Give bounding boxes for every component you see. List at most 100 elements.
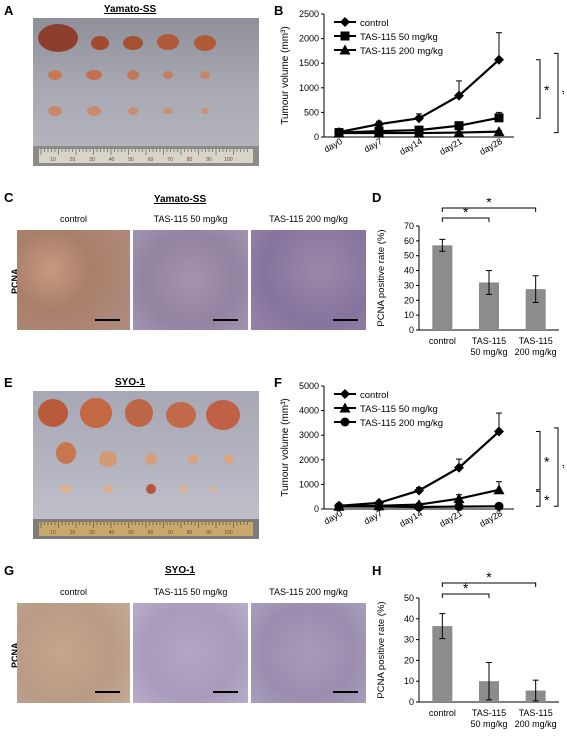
chart-F-y-tick-label: 0 [314,504,319,514]
chart-F-x-tick-label: day28 [478,508,504,529]
chart-B-x-tick-label: day14 [398,136,424,157]
panel-e-tumours: 10 20 30 40 50 60 70 80 90 100 [33,398,259,539]
chart-D-category-label-1: TAS-115 [472,336,506,346]
panel-e-ruler-number: 90 [206,530,212,536]
chart-D-y-tick-label: 60 [404,236,414,246]
chart-D-bar-2 [525,289,546,330]
chart-D-y-axis-label: PCNA positive rate (%) [376,229,387,326]
panel-a-ruler-number: 90 [206,157,212,163]
chart-B-legend-marker-0 [340,17,350,27]
chart-B-y-tick-label: 1500 [299,58,319,68]
chart-F-series-0-point [414,485,424,496]
panel-e-tumour-photo: 10 20 30 40 50 60 70 80 90 100 [33,391,259,539]
chart-B-series-2-point [453,127,465,138]
chart-D-y-tick-label: 30 [404,280,414,290]
chart-D-sig-line-1-star: * [463,204,469,220]
chart-H-sig-line-1 [441,593,490,598]
chart-D-sig-line-1 [441,217,490,222]
panel-a-ruler-number: 30 [89,157,95,163]
chart-B-y-tick-label: 2000 [299,34,319,44]
panel-a-ruler-number: 10 [50,157,56,163]
chart-H-y-tick-label: 10 [404,676,414,686]
chart-F-sig-bracket-2-star: * [562,460,564,476]
chart-D-category-label-0: control [429,336,456,346]
panel-e-ruler-number: 70 [167,530,173,536]
panel-e-ruler [39,522,253,536]
chart-B-series-2-point [413,127,425,138]
chart-F-legend-marker-1 [339,402,351,413]
panel-g-col-control: control [59,587,87,597]
chart-H-category-label-2: TAS-115 [519,708,553,718]
panel-letter-f: F [274,375,282,390]
panel-letter-g: G [4,563,15,578]
panel-c-col-50: TAS-115 50 mg/kg [153,214,228,224]
chart-F-x-tick-label: day7 [362,508,384,526]
chart-B-series-2-point [493,126,505,137]
chart-D-y-tick-label: 20 [404,295,414,305]
chart-B-y-tick-label: 0 [314,132,319,142]
chart-H-category-label-2: 200 mg/kg [515,719,557,729]
chart-F-series-2-point [374,502,384,512]
panel-g-col-50: TAS-115 50 mg/kg [153,587,228,597]
chart-H-y-tick-label: 20 [404,655,414,665]
panel-g-title: SYO-1 [164,565,195,576]
chart-H-sig-line-2 [441,582,537,587]
panel-letter-a: A [4,3,14,18]
chart-F-y-tick-label: 2000 [299,455,319,465]
panel-e-ruler-number: 40 [109,530,115,536]
panel-a-tumours: 10 20 30 40 50 60 70 80 90 100 [33,24,259,166]
chart-d-pcna-yamato: 0 10 20 30 40 50 60 70 PCNA positive rate (%) con… [376,198,559,357]
chart-H-sig-line-2-star: * [486,570,492,585]
chart-D-bar-0 [432,245,453,330]
chart-H-y-tick-label: 0 [409,697,414,707]
chart-F-x-tick-label: day21 [438,508,464,529]
chart-D-y-tick-label: 40 [404,266,414,276]
chart-B-series-2-point [333,127,345,138]
panel-e-ruler-number: 30 [89,530,95,536]
chart-F-series-2-point [494,501,504,511]
chart-D-category-label-2: TAS-115 [519,336,553,346]
chart-H-bar-0 [432,626,453,702]
chart-D-sig-line-2 [441,207,537,212]
panel-a-ruler-number: 20 [70,157,76,163]
chart-H-category-label-0: control [429,708,456,718]
chart-F-series-2-point [334,502,344,512]
chart-F-series-1-point [453,493,465,504]
chart-F-legend-label-1: TAS-115 50 mg/kg [360,404,438,415]
panel-e-ruler-number: 10 [50,530,56,536]
chart-D-y-tick-label: 70 [404,221,414,231]
panel-c-col-control: control [59,214,87,224]
chart-H-y-tick-label: 50 [404,593,414,603]
chart-D-y-tick-label: 10 [404,310,414,320]
panel-letter-c: C [4,190,14,205]
chart-F-series-2-point [414,502,424,512]
panel-c-scale-bar-3 [333,319,358,321]
chart-F-legend-label-0: control [360,390,389,401]
chart-B-y-tick-label: 2500 [299,9,319,19]
chart-D-y-tick-label: 0 [409,325,414,335]
panel-a-tumour-photo: 10 20 30 40 50 60 70 80 90 100 [33,18,259,166]
panel-letter-e: E [4,375,13,390]
chart-B-x-tick-label: day0 [322,136,344,154]
chart-F-sig-bracket-2 [554,427,559,507]
chart-B-series-0-point [494,54,504,65]
panel-e-ruler-number: 20 [70,530,76,536]
chart-B-x-tick-label: day28 [478,136,504,157]
chart-D-y-tick-label: 50 [404,251,414,261]
panel-a-title: Yamato-SS [103,4,157,15]
chart-F-series-2-point [454,502,464,512]
chart-F-sig-bracket-3-star: * [544,492,550,508]
chart-b-tumour-volume-yamato: 0 500 1000 1500 2000 2500 day0 day7 day14 day21 da… [280,9,564,157]
panel-g-scale-bar-1 [95,691,120,693]
panel-a-ruler [39,149,253,163]
panel-e-ruler-number: 80 [187,530,193,536]
panel-letter-d: D [372,190,382,205]
panel-letter-h: H [372,563,382,578]
chart-B-legend-label-1: TAS-115 50 mg/kg [360,32,438,43]
panel-e-ruler-number: 60 [148,530,154,536]
chart-B-y-axis-label: Tumour volume (mm³) [280,26,291,125]
chart-B-series-0-point [414,113,424,124]
chart-F-legend-marker-0 [340,389,350,399]
chart-B-legend-label-2: TAS-115 200 mg/kg [360,46,443,57]
